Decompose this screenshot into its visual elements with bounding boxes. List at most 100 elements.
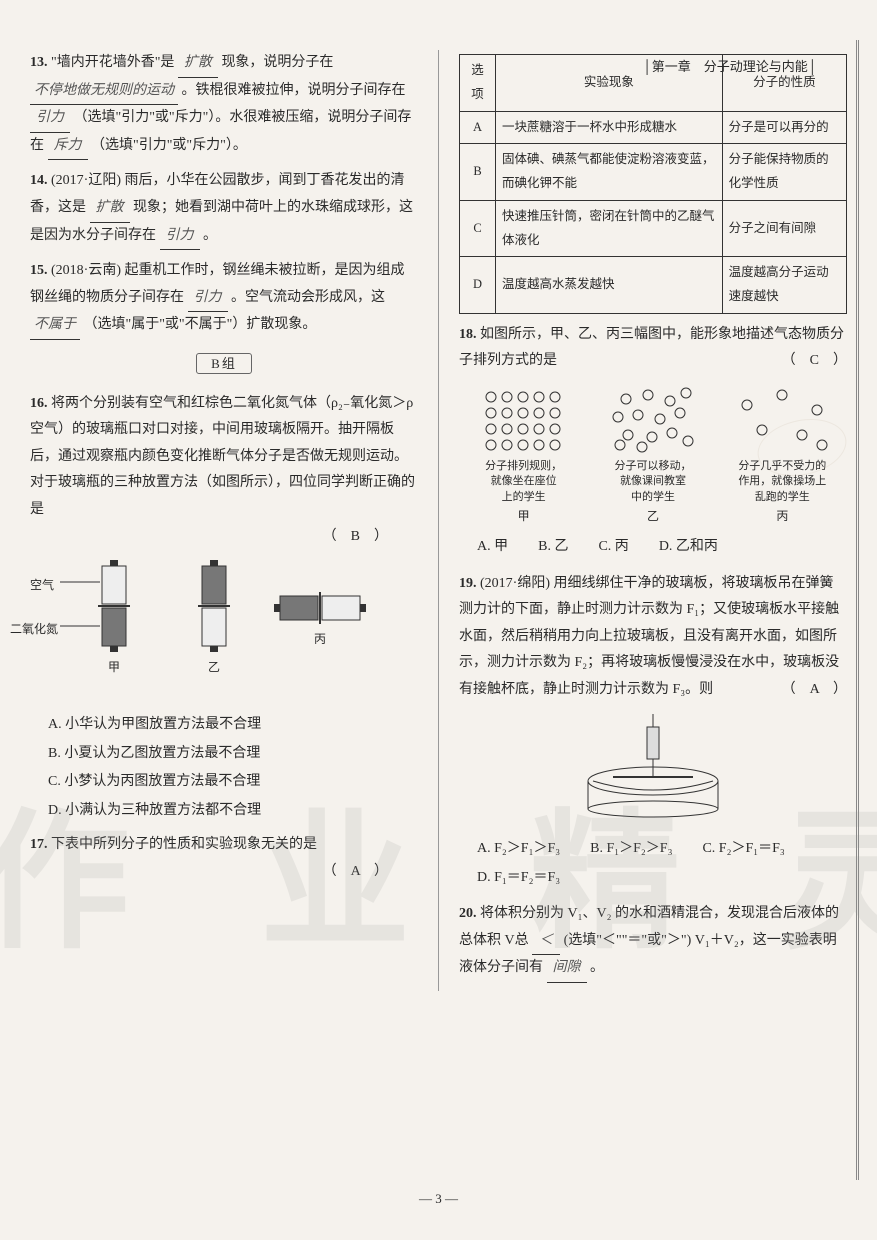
q19-choice-a: A. F₂＞F₁＞F₃ (477, 836, 560, 863)
cell-property: 分子能保持物质的化学性质 (722, 144, 846, 201)
q18-label-yi: 乙 (588, 505, 717, 528)
question-13: 13. "墙内开花墙外香"是 扩散 现象，说明分子在 不停地做无规则的运动 。铁… (30, 50, 418, 160)
q20-text: 。 (590, 960, 604, 975)
q16-choice-c: C. 小梦认为丙图放置方法最不合理 (48, 769, 418, 796)
q16-diagram: 空气 二氧化氮 甲 乙 丙 (30, 556, 418, 706)
molecules-liquid-icon (608, 385, 698, 455)
q15-text: 。空气流动会形成风，这 (231, 290, 385, 305)
cell-phenomenon: 固体碘、碘蒸气都能使淀粉溶液变蓝，而碘化钾不能 (496, 144, 723, 201)
q20-number: 20. (459, 906, 477, 921)
q16-choices: A. 小华认为甲图放置方法最不合理 B. 小夏认为乙图放置方法最不合理 C. 小… (48, 712, 418, 824)
q14-text: 现象；她看到湖中荷叶上的水珠缩成球形，这是因为水分子间存在 (30, 200, 413, 243)
cell-property: 温度越高分子运动速度越快 (722, 257, 846, 314)
page-number: — 3 — (0, 1187, 877, 1212)
q18-caption: 分子排列规则，就像坐在座位上的学生 (459, 459, 588, 505)
q13-text: 。铁棍很难被拉伸，说明分子间存在 (182, 83, 406, 98)
question-18: 18. 如图所示，甲、乙、丙三幅图中，能形象地描述气态物质分子排列方式的是 （ … (459, 322, 847, 563)
margin-rule (856, 40, 859, 1180)
q18-choices: A. 甲 B. 乙 C. 丙 D. 乙和丙 (477, 534, 847, 563)
q20-blank2: 间隙 (547, 955, 587, 983)
q15-blank1: 引力 (188, 285, 228, 313)
q17-text: 下表中所列分子的性质和实验现象无关的是 (51, 837, 317, 852)
q18-diagram-jia: 分子排列规则，就像坐在座位上的学生 甲 (459, 385, 588, 528)
q18-caption: 分子几乎不受力的作用，就像操场上乱跑的学生 (718, 459, 847, 505)
cell-property: 分子之间有间隙 (722, 200, 846, 257)
q16-number: 16. (30, 396, 48, 411)
q17-answer: （ A ） (30, 859, 418, 886)
molecules-gas-icon (732, 385, 832, 455)
bottles-diagram (30, 556, 390, 706)
question-15: 15. (2018·云南) 起重机工作时，钢丝绳未被拉断，是因为组成钢丝绳的物质… (30, 258, 418, 340)
q18-diagram-yi: 分子可以移动，就像课间教室中的学生 乙 (588, 385, 717, 528)
q18-choice-b: B. 乙 (538, 534, 568, 561)
question-14: 14. (2017·辽阳) 雨后，小华在公园散步，闻到丁香花发出的清香，这是 扩… (30, 168, 418, 250)
cell-option: A (460, 111, 496, 144)
th-option: 选项 (460, 55, 496, 112)
q13-blank2: 不停地做无规则的运动 (30, 78, 178, 106)
label-air: 空气 (30, 574, 54, 597)
table-row: B 固体碘、碘蒸气都能使淀粉溶液变蓝，而碘化钾不能 分子能保持物质的化学性质 (460, 144, 847, 201)
molecules-ordered-icon (479, 385, 569, 455)
q19-number: 19. (459, 576, 477, 591)
question-19: 19. (2017·绵阳) 用细线绑住干净的玻璃板，将玻璃板吊在弹簧测力计的下面… (459, 571, 847, 894)
label-jia: 甲 (108, 656, 120, 679)
cell-phenomenon: 快速推压针筒，密闭在针筒中的乙醚气体液化 (496, 200, 723, 257)
q15-number: 15. (30, 263, 48, 278)
cell-option: C (460, 200, 496, 257)
label-no2: 二氧化氮 (10, 618, 58, 641)
table-row: C 快速推压针筒，密闭在针筒中的乙醚气体液化 分子之间有间隙 (460, 200, 847, 257)
q18-diagrams: 分子排列规则，就像坐在座位上的学生 甲 分子可以移动，就像课 (459, 385, 847, 528)
q15-blank2: 不属于 (30, 312, 80, 340)
q15-text: （选填"属于"或"不属于"）扩散现象。 (84, 317, 317, 332)
q16-choice-b: B. 小夏认为乙图放置方法最不合理 (48, 741, 418, 768)
q18-label-jia: 甲 (459, 505, 588, 528)
cell-option: B (460, 144, 496, 201)
q13-text: 现象，说明分子在 (221, 55, 333, 70)
cell-phenomenon: 温度越高水蒸发越快 (496, 257, 723, 314)
chapter-title: │第一章 分子动理论与内能│ (643, 55, 817, 80)
question-20: 20. 将体积分别为 V₁、V₂ 的水和酒精混合，发现混合后液体的总体积 V总 … (459, 901, 847, 983)
q19-answer: （ A ） (782, 677, 847, 704)
q18-number: 18. (459, 327, 477, 342)
question-16: 16. 将两个分别装有空气和红棕色二氧化氮气体（ρ₂₋氧化氮＞ρ空气）的玻璃瓶口… (30, 391, 418, 825)
q16-answer: （ B ） (30, 524, 418, 551)
q16-choice-a: A. 小华认为甲图放置方法最不合理 (48, 712, 418, 739)
right-column: 选项 实验现象 分子的性质 A 一块蔗糖溶于一杯水中形成糖水 分子是可以再分的 … (459, 50, 847, 991)
label-bing: 丙 (314, 628, 326, 651)
spring-scale-diagram (563, 709, 743, 819)
q18-diagram-bing: 分子几乎不受力的作用，就像操场上乱跑的学生 丙 (718, 385, 847, 528)
q17-number: 17. (30, 837, 48, 852)
q18-choice-a: A. 甲 (477, 534, 508, 561)
q14-number: 14. (30, 173, 48, 188)
q13-blank4: 斥力 (48, 133, 88, 161)
q19-choices: A. F₂＞F₁＞F₃ B. F₁＞F₂＞F₃ C. F₂＞F₁＝F₃ D. F… (477, 836, 847, 893)
q16-text: 将两个分别装有空气和红棕色二氧化氮气体（ρ₂₋氧化氮＞ρ空气）的玻璃瓶口对口对接… (30, 396, 415, 517)
q16-choice-d: D. 小满认为三种放置方法都不合理 (48, 798, 418, 825)
q18-choice-d: D. 乙和丙 (659, 534, 718, 561)
cell-property: 分子是可以再分的 (722, 111, 846, 144)
q19-choice-d: D. F₁＝F₂＝F₃ (477, 865, 560, 892)
question-17-stem: 17. 下表中所列分子的性质和实验现象无关的是 （ A ） (30, 832, 418, 885)
q13-text: "墙内开花墙外香"是 (51, 55, 174, 70)
q19-choice-c: C. F₂＞F₁＝F₃ (702, 836, 784, 863)
label-yi: 乙 (208, 656, 220, 679)
q18-answer: （ C ） (782, 348, 847, 375)
page-columns: 13. "墙内开花墙外香"是 扩散 现象，说明分子在 不停地做无规则的运动 。铁… (30, 50, 847, 991)
q18-choice-c: C. 丙 (598, 534, 628, 561)
cell-phenomenon: 一块蔗糖溶于一杯水中形成糖水 (496, 111, 723, 144)
left-column: 13. "墙内开花墙外香"是 扩散 现象，说明分子在 不停地做无规则的运动 。铁… (30, 50, 418, 991)
q15-source: (2018·云南) (51, 263, 121, 278)
q14-text: 。 (203, 228, 217, 243)
column-divider (438, 50, 439, 991)
q17-table: 选项 实验现象 分子的性质 A 一块蔗糖溶于一杯水中形成糖水 分子是可以再分的 … (459, 54, 847, 314)
q20-blank1: ＜ (532, 928, 560, 956)
q13-number: 13. (30, 55, 48, 70)
q18-label-bing: 丙 (718, 505, 847, 528)
q13-blank3: 引力 (30, 105, 70, 133)
q14-source: (2017·辽阳) (51, 173, 121, 188)
q19-diagram (459, 709, 847, 830)
group-b-label: B组 (30, 352, 418, 379)
q19-source: (2017·绵阳) (480, 576, 550, 591)
table-row: D 温度越高水蒸发越快 温度越高分子运动速度越快 (460, 257, 847, 314)
q19-choice-b: B. F₁＞F₂＞F₃ (590, 836, 672, 863)
